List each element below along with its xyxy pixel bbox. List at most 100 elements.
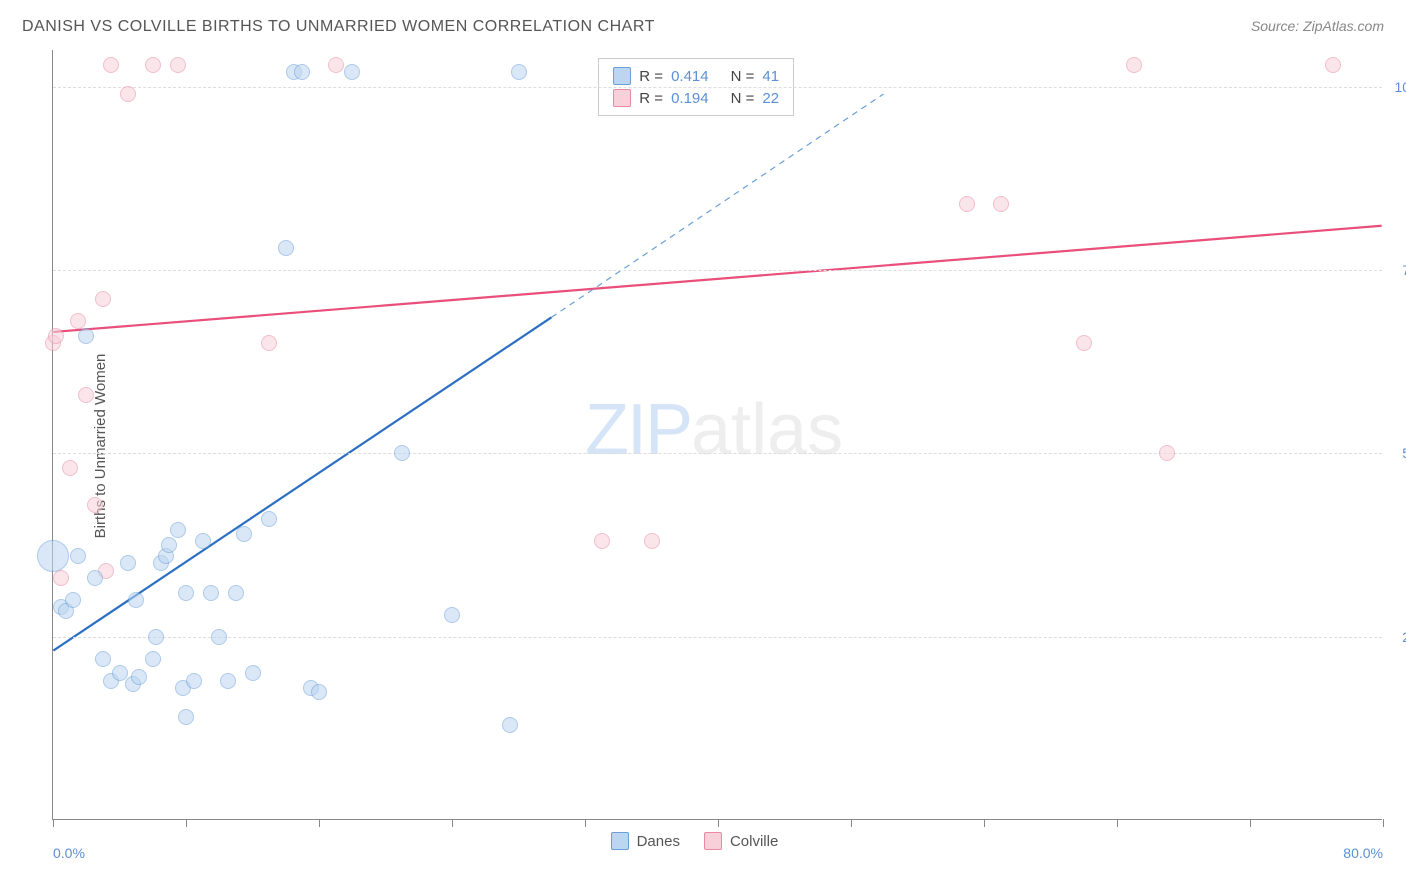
x-tick [984,819,985,827]
data-point [959,196,975,212]
data-point [502,717,518,733]
data-point [161,537,177,553]
chart-plot-area: ZIPatlas R =0.414N =41R =0.194N =22 25.0… [52,50,1382,820]
legend-swatch [613,89,631,107]
data-point [145,57,161,73]
watermark-atlas: atlas [691,390,843,470]
data-point [644,533,660,549]
data-point [120,86,136,102]
data-point [311,684,327,700]
data-point [203,585,219,601]
data-point [62,460,78,476]
data-point [120,555,136,571]
data-point [53,570,69,586]
x-tick [1117,819,1118,827]
x-tick [186,819,187,827]
n-value: 41 [762,68,779,85]
x-tick [718,819,719,827]
data-point [128,592,144,608]
n-label: N = [731,90,755,107]
data-point [211,629,227,645]
legend-stat-row: R =0.414N =41 [613,65,779,87]
data-point [37,540,69,572]
data-point [294,64,310,80]
data-point [261,511,277,527]
y-tick-label: 100.0% [1395,79,1406,95]
data-point [70,313,86,329]
data-point [70,548,86,564]
data-point [344,64,360,80]
data-point [145,651,161,667]
x-tick [1383,819,1384,827]
legend-label: Danes [637,833,680,850]
y-tick-label: 25.0% [1402,629,1406,645]
x-tick [1250,819,1251,827]
trend-lines-layer [53,50,1382,819]
x-tick-label-min: 0.0% [53,845,85,861]
x-tick [452,819,453,827]
data-point [87,497,103,513]
x-tick-label-max: 80.0% [1343,845,1383,861]
data-point [178,585,194,601]
legend-swatch [704,832,722,850]
data-point [328,57,344,73]
r-label: R = [639,68,663,85]
r-value: 0.194 [671,90,709,107]
data-point [1076,335,1092,351]
data-point [394,445,410,461]
source-attribution: Source: ZipAtlas.com [1251,18,1384,34]
data-point [236,526,252,542]
data-point [186,673,202,689]
gridline [53,453,1382,454]
gridline [53,87,1382,88]
data-point [993,196,1009,212]
data-point [228,585,244,601]
legend-swatch [613,67,631,85]
data-point [511,64,527,80]
data-point [95,291,111,307]
data-point [103,57,119,73]
data-point [170,522,186,538]
data-point [1126,57,1142,73]
data-point [261,335,277,351]
data-point [245,665,261,681]
data-point [148,629,164,645]
r-label: R = [639,90,663,107]
n-value: 22 [762,90,779,107]
data-point [95,651,111,667]
data-point [1159,445,1175,461]
data-point [87,570,103,586]
n-label: N = [731,68,755,85]
data-point [220,673,236,689]
gridline [53,637,1382,638]
data-point [131,669,147,685]
legend-label: Colville [730,833,778,850]
legend-swatch [611,832,629,850]
gridline [53,270,1382,271]
data-point [48,328,64,344]
legend-stat-row: R = 0.194 N = 22 [613,87,779,109]
x-tick [319,819,320,827]
data-point [65,592,81,608]
x-tick [851,819,852,827]
legend-item: Colville [704,832,778,850]
data-point [594,533,610,549]
legend-item: Danes [611,832,680,850]
data-point [195,533,211,549]
data-point [170,57,186,73]
data-point [178,709,194,725]
trend-line [551,94,883,317]
data-point [278,240,294,256]
x-tick [585,819,586,827]
y-tick-label: 50.0% [1402,445,1406,461]
data-point [78,328,94,344]
chart-title: DANISH VS COLVILLE BIRTHS TO UNMARRIED W… [22,18,655,36]
watermark: ZIPatlas [585,389,843,471]
trend-line [53,226,1381,332]
watermark-zip: ZIP [585,390,691,470]
data-point [444,607,460,623]
data-point [78,387,94,403]
y-tick-label: 75.0% [1402,262,1406,278]
data-point [112,665,128,681]
data-point [1325,57,1341,73]
